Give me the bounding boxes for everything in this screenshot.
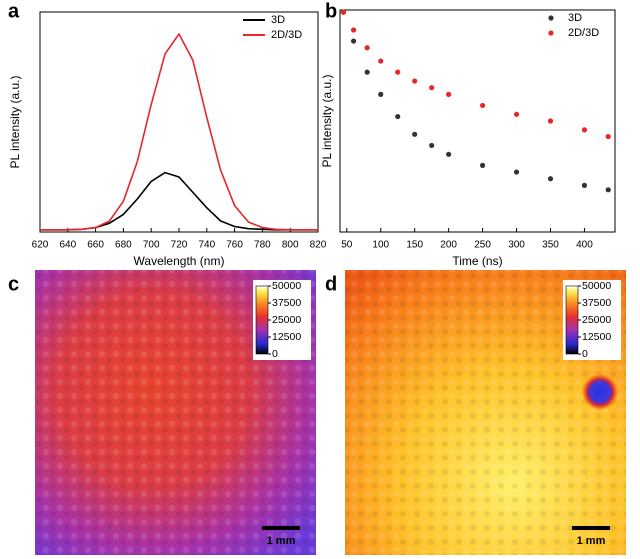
colorbar-label: 0 [582, 348, 588, 360]
x-tick-label: 660 [87, 240, 104, 251]
scale-bar-label: 1 mm [577, 535, 606, 547]
data-point [446, 91, 452, 97]
x-tick-label: 820 [310, 240, 327, 251]
scale-bar [572, 526, 610, 530]
data-point [479, 162, 486, 168]
x-tick-label: 780 [254, 240, 271, 251]
x-tick-label: 760 [226, 240, 243, 251]
x-tick-label: 300 [508, 240, 525, 251]
y-axis-label: PL intensity (a.u.) [320, 75, 334, 168]
scale-bar [262, 526, 300, 530]
data-point [395, 69, 401, 75]
data-point [513, 111, 520, 117]
panel-label: a [8, 0, 20, 22]
colorbar-label: 12500 [272, 331, 301, 343]
data-point [350, 27, 357, 33]
data-point [378, 91, 384, 97]
data-point [479, 102, 486, 109]
colorbar-label: 50000 [272, 280, 301, 292]
x-tick-label: 350 [542, 240, 559, 251]
legend-label: 3D [568, 12, 582, 24]
x-tick-label: 400 [576, 240, 593, 251]
x-tick-label: 640 [59, 240, 76, 251]
data-point [581, 127, 588, 133]
x-tick-label: 720 [171, 240, 188, 251]
colorbar-label: 37500 [272, 297, 301, 309]
colorbar-label: 37500 [582, 297, 611, 309]
x-tick-label: 250 [474, 240, 491, 251]
colorbar-label: 25000 [272, 314, 301, 326]
x-tick-label: 50 [341, 240, 353, 251]
data-point [513, 169, 520, 175]
scale-bar-label: 1 mm [267, 535, 296, 547]
x-axis-label: Wavelength (nm) [134, 254, 225, 268]
legend-label: 2D/3D [271, 29, 302, 41]
data-point [547, 118, 554, 124]
x-tick-label: 150 [406, 240, 423, 251]
series-line [40, 171, 318, 231]
x-tick-label: 740 [198, 240, 215, 251]
x-tick-label: 680 [115, 240, 132, 251]
legend-label: 3D [271, 14, 285, 26]
colorbar-label: 12500 [582, 331, 611, 343]
colorbar-label: 0 [272, 348, 278, 360]
x-axis-label: Time (ns) [452, 254, 502, 268]
data-point [446, 151, 452, 157]
x-tick-label: 800 [282, 240, 299, 251]
data-point [429, 142, 435, 149]
colorbar [565, 285, 579, 355]
panel-label: c [8, 273, 19, 295]
legend-label: 2D/3D [568, 27, 599, 39]
panel-label: d [325, 273, 337, 295]
colorbar-label: 25000 [582, 314, 611, 326]
y-axis-label: PL intensity (a.u.) [8, 76, 22, 169]
x-tick-label: 620 [32, 240, 49, 251]
plot-frame [339, 9, 616, 233]
data-point [429, 85, 435, 91]
data-point [378, 58, 384, 64]
data-point [605, 133, 611, 140]
panel-label: b [325, 0, 337, 22]
data-point [547, 176, 554, 182]
data-point [412, 131, 418, 137]
plot-frame [39, 11, 319, 233]
data-point [605, 187, 611, 193]
data-point [340, 9, 346, 15]
legend-swatch [548, 15, 554, 21]
data-point [412, 78, 418, 84]
series-line [40, 33, 318, 231]
x-tick-label: 100 [372, 240, 389, 251]
colorbar-label: 50000 [582, 280, 611, 292]
data-point [364, 69, 370, 75]
data-point [350, 38, 357, 44]
x-tick-label: 700 [143, 240, 160, 251]
colorbar [255, 285, 269, 355]
x-tick-label: 200 [440, 240, 457, 251]
data-point [395, 113, 401, 120]
data-point [364, 45, 370, 51]
data-point [581, 182, 588, 188]
legend-swatch [548, 30, 554, 36]
